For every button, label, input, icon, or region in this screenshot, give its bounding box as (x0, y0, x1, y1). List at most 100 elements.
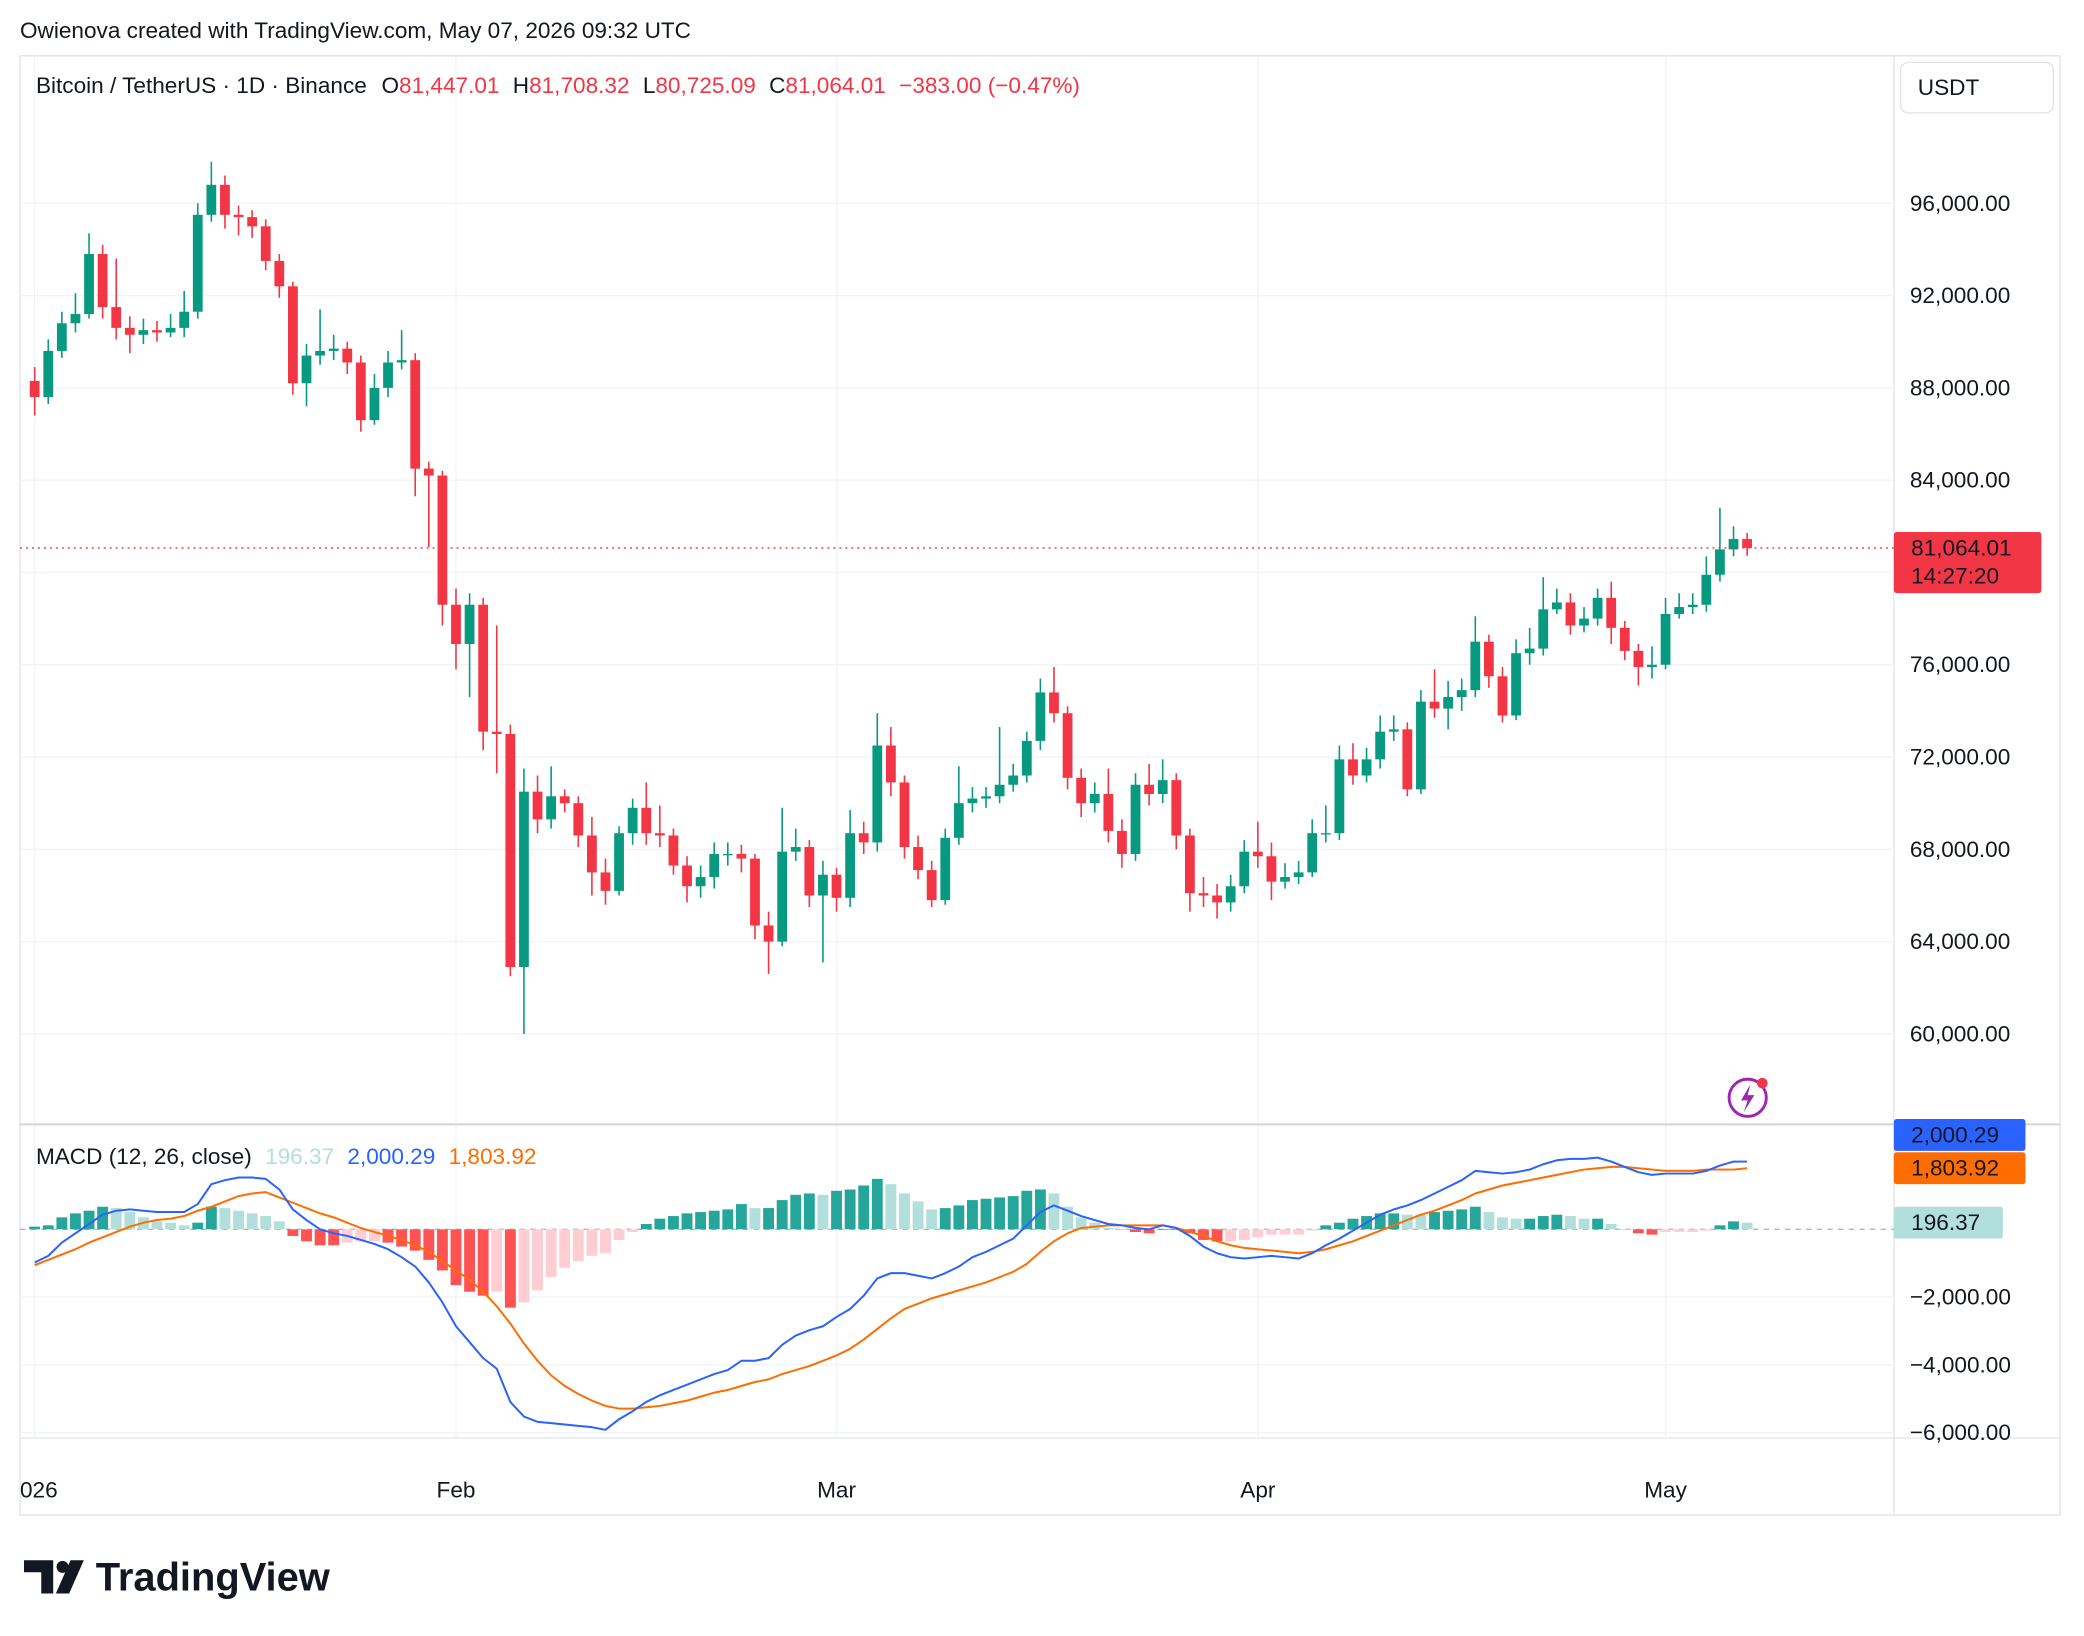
histogram-bar (1062, 1206, 1074, 1230)
alert-icon[interactable] (1727, 1077, 1768, 1118)
histogram-bar (1211, 1229, 1223, 1242)
histogram-bar (763, 1208, 775, 1230)
histogram-bar (722, 1209, 734, 1230)
histogram-bar (1388, 1213, 1400, 1230)
histogram-bar (572, 1229, 584, 1262)
histogram-bar (314, 1229, 326, 1246)
signal-value: 1,803.92 (449, 1144, 537, 1169)
candle-body (1647, 664, 1657, 668)
histogram-bar (668, 1216, 679, 1230)
candle-body (1402, 729, 1413, 790)
macd-legend: MACD (12, 26, close) 196.37 2,000.29 1,803.… (36, 1144, 537, 1169)
candle-body (1565, 602, 1576, 626)
candle-body (1551, 602, 1562, 610)
x-tick-label: Apr (1240, 1477, 1276, 1502)
histogram-bar (1741, 1222, 1753, 1230)
histogram-bar (1279, 1229, 1291, 1235)
candle-body (152, 330, 162, 333)
histogram-bar (790, 1194, 802, 1230)
histogram-bar (83, 1210, 95, 1230)
histogram-bar (1483, 1212, 1495, 1230)
histogram-bar (1265, 1229, 1277, 1235)
candle-body (627, 807, 638, 834)
macd-pane (19, 1156, 1894, 1431)
candle-body (709, 853, 720, 878)
histogram-bar (994, 1197, 1006, 1230)
chart-frame (19, 55, 2061, 1516)
signal-line (34, 1165, 1748, 1410)
candle-body (1429, 701, 1440, 709)
candle-body (1334, 759, 1345, 834)
macd-value: 2,000.29 (347, 1144, 435, 1169)
candle-body (1674, 607, 1685, 614)
change-value: −383.00 (−0.47%) (899, 73, 1080, 98)
candle-body (1361, 759, 1372, 776)
candle-body (1320, 833, 1331, 835)
histogram-bar (56, 1217, 68, 1230)
histogram-bar (450, 1229, 462, 1286)
candle-body (858, 833, 869, 843)
candle-body (994, 784, 1005, 797)
histogram-bar (1198, 1229, 1209, 1240)
candle-body (1103, 793, 1114, 831)
candle-body (1062, 713, 1073, 778)
histogram-bar (627, 1229, 639, 1232)
histogram-bar (396, 1229, 408, 1247)
histogram-bar (912, 1201, 924, 1230)
histogram-bar (260, 1216, 272, 1230)
x-tick-label: Mar (817, 1477, 856, 1502)
candle-body (410, 360, 421, 469)
histogram-bar (110, 1208, 122, 1230)
candle-body (1715, 549, 1725, 575)
candle-body (953, 803, 964, 838)
candle-body (546, 796, 557, 820)
candle-body (1416, 701, 1426, 790)
x-tick-label: 026 (20, 1477, 58, 1502)
histogram-axis-label: 196.37 (1911, 1210, 1980, 1235)
candle-body (260, 226, 271, 261)
candle-body (1470, 641, 1481, 691)
candle-body (1049, 692, 1059, 714)
candle-body (777, 851, 788, 942)
ohlc-key: L (643, 73, 656, 98)
candle-body (967, 798, 978, 804)
candle-body (532, 791, 543, 820)
ohlc-key: O (381, 73, 399, 98)
histogram-bar (1442, 1210, 1454, 1230)
histogram-bar (1510, 1218, 1522, 1230)
currency-button[interactable] (1899, 61, 2055, 114)
histogram-bar (1034, 1189, 1046, 1230)
histogram-bar (1021, 1190, 1033, 1230)
candle-body (1619, 627, 1630, 651)
histogram-bar (885, 1184, 897, 1230)
candle-body (981, 796, 991, 799)
x-tick-label: May (1644, 1477, 1687, 1502)
histogram-bar (640, 1223, 652, 1230)
histogram-bar (1592, 1218, 1604, 1230)
y-tick-label: 60,000.00 (1910, 1021, 2010, 1046)
candle-body (84, 254, 94, 315)
candle-body (913, 847, 923, 871)
histogram-bar (776, 1200, 788, 1230)
candle-body (192, 214, 203, 312)
histogram-bar (1714, 1225, 1726, 1230)
candle-body (1008, 775, 1019, 785)
histogram-bar (586, 1229, 598, 1256)
candle-body (1701, 574, 1712, 605)
y-tick-label: 68,000.00 (1910, 837, 2010, 862)
histogram-bar (1605, 1223, 1617, 1230)
histogram-bar (1401, 1214, 1413, 1230)
candle-body (831, 874, 842, 898)
candle-body (301, 355, 312, 384)
candle-body (451, 604, 461, 644)
symbol-legend: Bitcoin / TetherUS · 1D · Binance O81,447… (36, 73, 1080, 98)
candle-body (519, 791, 529, 968)
candle-body (1592, 597, 1603, 619)
x-tick-label: Feb (437, 1477, 476, 1502)
candle-body (1157, 780, 1168, 794)
histogram-bar (953, 1205, 965, 1230)
candle-body (668, 835, 679, 866)
histogram-bar (1374, 1213, 1386, 1230)
candle-body (233, 214, 244, 218)
